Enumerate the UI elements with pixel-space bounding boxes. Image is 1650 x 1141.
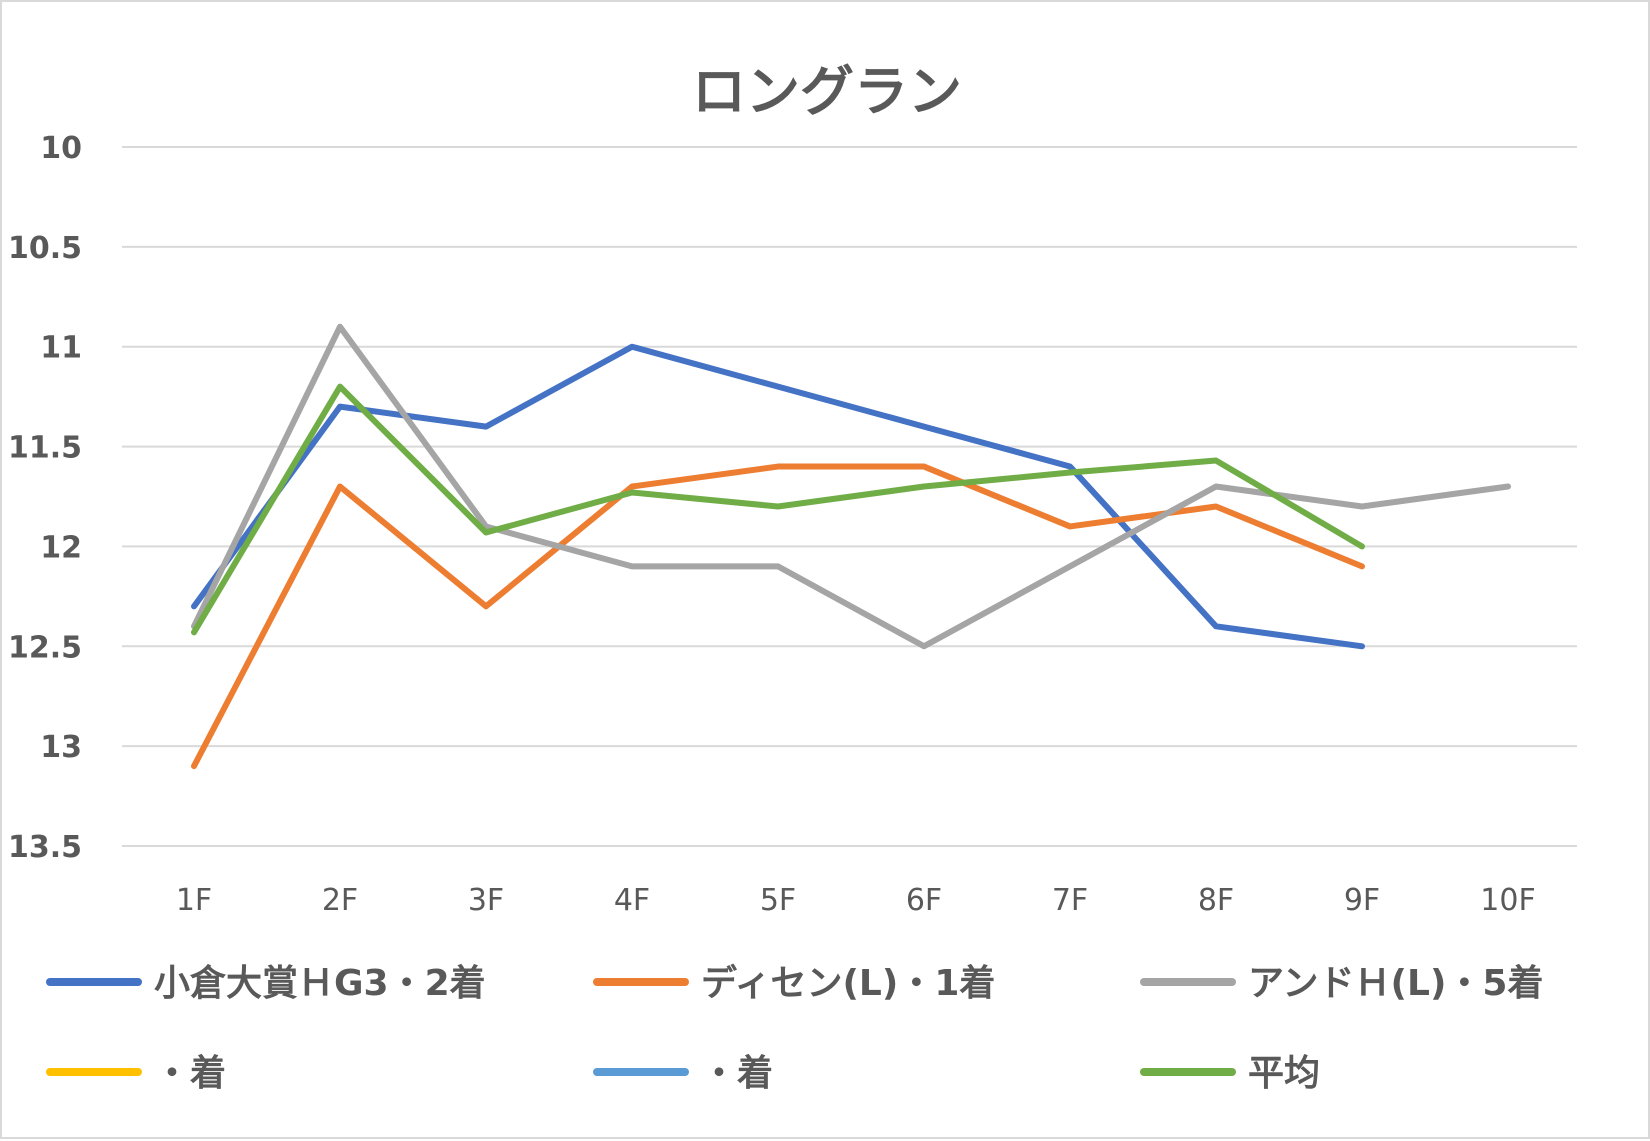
series-line-0 <box>191 343 1365 650</box>
y-tick-label: 11.5 <box>8 431 82 466</box>
legend: 小倉大賞ＨG3・2着 ディセン(L)・1着 アンドＨ(L)・5着・着 ・着 平均 <box>46 962 1543 1094</box>
legend-label: 小倉大賞ＨG3・2着 <box>154 963 486 1004</box>
legend-item-3: ・着 <box>46 1053 226 1094</box>
x-tick-label: 3F <box>468 883 504 918</box>
x-tick-label: 10F <box>1480 883 1535 918</box>
x-tick-label: 8F <box>1198 883 1234 918</box>
x-tick-label: 7F <box>1052 883 1088 918</box>
y-tick-label: 11 <box>40 331 82 366</box>
y-tick-label: 13 <box>40 730 82 765</box>
legend-label: アンドＨ(L)・5着 <box>1248 963 1543 1004</box>
series-line-1 <box>191 463 1365 770</box>
legend-label: ディセン(L)・1着 <box>701 962 995 1004</box>
legend-label: ・着 <box>154 1053 226 1094</box>
x-axis-tick-labels: 1F 2F 3F 4F 5F 6F 7F 8F 9F 10F <box>176 883 1536 918</box>
y-tick-label: 10.5 <box>8 231 82 266</box>
legend-item-2: アンドＨ(L)・5着 <box>1140 963 1543 1004</box>
legend-item-4: ・着 <box>593 1053 773 1094</box>
x-tick-label: 4F <box>614 883 650 918</box>
legend-item-1: ディセン(L)・1着 <box>593 962 995 1004</box>
x-tick-label: 5F <box>760 883 796 918</box>
series-line-5 <box>191 383 1365 636</box>
x-tick-label: 9F <box>1344 883 1380 918</box>
x-tick-label: 2F <box>322 883 358 918</box>
chart-title: ロングラン <box>692 60 962 123</box>
x-tick-label: 6F <box>906 883 942 918</box>
y-tick-label: 12.5 <box>8 630 82 665</box>
legend-item-5: 平均 <box>1140 1053 1320 1094</box>
x-tick-label: 1F <box>176 883 212 918</box>
legend-label: 平均 <box>1248 1053 1320 1094</box>
y-tick-label: 12 <box>40 530 82 565</box>
legend-label: ・着 <box>701 1053 773 1094</box>
y-tick-label: 13.5 <box>8 830 82 865</box>
y-tick-label: 10 <box>40 131 82 166</box>
y-axis-tick-labels: 10 10.5 11 11.5 12 12.5 13 13.5 <box>8 131 82 865</box>
series-line-2 <box>191 323 1511 650</box>
legend-item-0: 小倉大賞ＨG3・2着 <box>46 963 486 1004</box>
series-lines <box>191 323 1511 770</box>
gridlines <box>122 146 1577 847</box>
